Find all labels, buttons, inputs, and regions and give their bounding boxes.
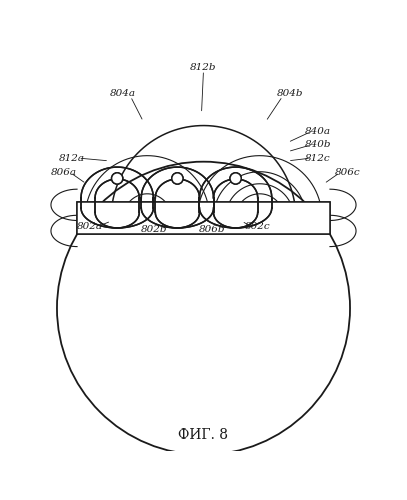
Text: 802b: 802b: [141, 224, 168, 234]
Text: 812a: 812a: [59, 154, 85, 162]
Text: 804b: 804b: [277, 89, 303, 98]
Text: 802a: 802a: [77, 222, 103, 231]
Text: 804a: 804a: [110, 89, 136, 98]
Bar: [77, 202, 330, 234]
Bar: [77, 202, 330, 234]
Circle shape: [112, 173, 123, 184]
Text: 812b: 812b: [190, 63, 217, 72]
Circle shape: [230, 173, 241, 184]
Circle shape: [172, 173, 183, 184]
Text: 806c: 806c: [335, 168, 360, 177]
Text: ФИГ. 8: ФИГ. 8: [179, 428, 228, 442]
Circle shape: [230, 173, 241, 184]
Circle shape: [112, 173, 123, 184]
Text: 840b: 840b: [305, 140, 331, 149]
Text: 802c: 802c: [245, 222, 271, 231]
Text: 806a: 806a: [51, 168, 77, 177]
Text: 806b: 806b: [199, 224, 225, 234]
Text: 812c: 812c: [305, 154, 331, 162]
Circle shape: [172, 173, 183, 184]
Text: 840a: 840a: [305, 127, 331, 136]
Bar: [77, 202, 330, 234]
